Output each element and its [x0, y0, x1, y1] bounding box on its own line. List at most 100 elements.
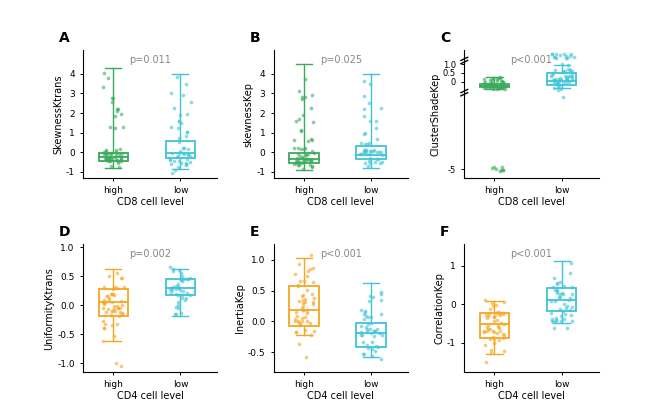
Point — [555, 306, 565, 313]
Point — [295, 153, 305, 160]
Point — [491, 166, 501, 173]
Point — [165, 286, 176, 293]
Point — [549, 54, 559, 60]
Point — [480, 84, 491, 91]
Point — [487, 76, 497, 82]
Point — [489, 314, 499, 320]
Point — [290, 316, 301, 322]
Point — [177, 295, 188, 301]
Point — [297, 292, 308, 298]
Point — [98, 70, 109, 77]
Text: F: F — [440, 225, 450, 239]
Point — [298, 156, 309, 163]
Bar — [98, 289, 128, 316]
Point — [375, 149, 386, 156]
Point — [376, 105, 386, 112]
Point — [479, 296, 490, 303]
Point — [479, 79, 490, 86]
Bar — [166, 141, 196, 158]
Point — [106, 155, 117, 161]
Point — [487, 76, 498, 82]
Point — [481, 358, 492, 365]
Point — [166, 285, 177, 292]
Point — [549, 85, 560, 92]
Point — [106, 321, 117, 328]
Point — [300, 296, 311, 302]
Point — [306, 156, 317, 163]
Point — [480, 311, 491, 318]
Point — [103, 273, 114, 279]
Point — [104, 158, 115, 165]
Point — [107, 308, 118, 314]
Point — [549, 325, 559, 331]
Point — [291, 155, 302, 162]
Point — [180, 296, 191, 303]
Point — [101, 155, 112, 161]
Point — [116, 111, 126, 118]
Point — [358, 149, 369, 156]
Point — [308, 265, 319, 272]
Bar — [479, 313, 509, 338]
Point — [557, 68, 568, 75]
Point — [547, 316, 557, 323]
Point — [563, 66, 573, 73]
Point — [561, 305, 572, 312]
Point — [176, 309, 186, 316]
Point — [488, 329, 499, 335]
Point — [547, 69, 558, 76]
Point — [295, 321, 305, 328]
Point — [497, 164, 507, 171]
Point — [485, 349, 496, 356]
Point — [549, 287, 560, 293]
Point — [296, 318, 307, 325]
Point — [293, 282, 303, 289]
Point — [361, 323, 372, 330]
Point — [110, 146, 121, 153]
Point — [552, 287, 563, 294]
Point — [98, 84, 108, 90]
Point — [99, 300, 110, 306]
Point — [482, 312, 493, 319]
Point — [305, 319, 315, 326]
Point — [368, 293, 378, 300]
Point — [370, 328, 380, 334]
Point — [479, 328, 489, 334]
Point — [100, 155, 110, 161]
Point — [295, 278, 306, 285]
Point — [495, 82, 506, 88]
Point — [551, 79, 561, 86]
Point — [376, 297, 387, 303]
Point — [307, 291, 317, 298]
Point — [366, 345, 377, 352]
Point — [479, 84, 489, 91]
Point — [114, 163, 124, 170]
Point — [376, 152, 387, 159]
Point — [359, 78, 370, 85]
Point — [166, 161, 176, 167]
Point — [297, 296, 308, 303]
Point — [488, 318, 499, 325]
Point — [118, 123, 128, 130]
Point — [116, 157, 127, 164]
Point — [113, 305, 124, 312]
Point — [485, 336, 495, 343]
Point — [567, 74, 577, 80]
Point — [112, 106, 123, 112]
Point — [479, 329, 489, 336]
Point — [564, 296, 575, 303]
Point — [101, 156, 112, 163]
Point — [359, 131, 370, 138]
Point — [496, 320, 507, 327]
Point — [302, 318, 313, 325]
Point — [551, 318, 561, 324]
Point — [484, 311, 495, 317]
Point — [566, 318, 577, 324]
Point — [291, 160, 302, 166]
Point — [355, 323, 366, 330]
Point — [488, 313, 499, 320]
Point — [172, 291, 183, 298]
Point — [483, 326, 493, 332]
Point — [177, 278, 188, 284]
Point — [485, 306, 495, 312]
Point — [551, 80, 562, 87]
